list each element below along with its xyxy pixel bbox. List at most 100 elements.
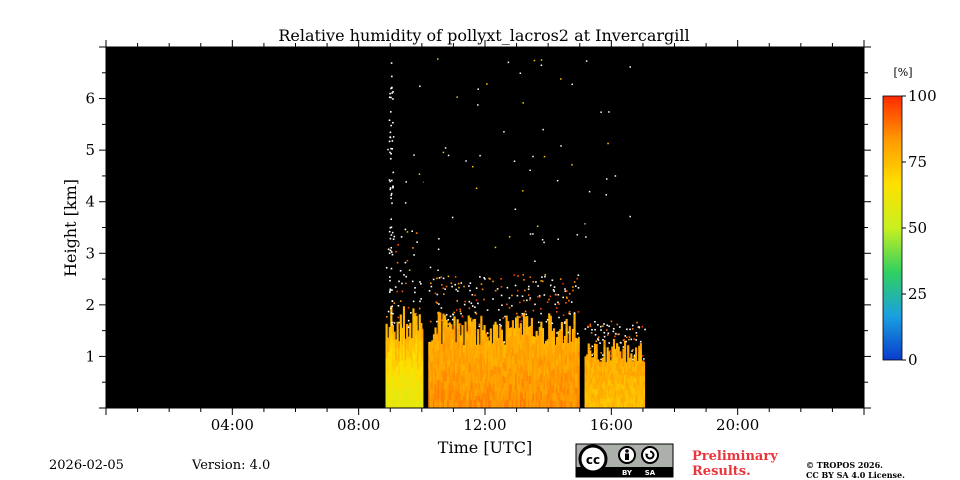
humidity-cell bbox=[552, 360, 556, 369]
humidity-cell bbox=[413, 343, 417, 353]
humidity-cell bbox=[639, 343, 642, 351]
humidity-cell bbox=[522, 331, 526, 343]
humidity-speckle bbox=[401, 282, 403, 285]
humidity-cell bbox=[549, 343, 552, 354]
humidity-cell bbox=[475, 344, 478, 352]
preliminary-line-1: Preliminary bbox=[692, 449, 778, 464]
humidity-cell bbox=[451, 329, 455, 338]
humidity-speckle bbox=[609, 350, 611, 352]
humidity-cell bbox=[573, 322, 576, 333]
humidity-speckle bbox=[389, 188, 392, 191]
humidity-speckle bbox=[600, 329, 602, 331]
x-axis-label: Time [UTC] bbox=[438, 438, 532, 457]
humidity-cell bbox=[576, 345, 579, 353]
humidity-cell bbox=[546, 346, 549, 354]
humidity-speckle bbox=[608, 325, 610, 328]
humidity-cell bbox=[622, 396, 625, 403]
humidity-cell bbox=[510, 359, 513, 369]
humidity-cell bbox=[428, 348, 431, 356]
humidity-cell bbox=[522, 398, 526, 408]
humidity-speckle bbox=[568, 299, 570, 302]
humidity-speckle bbox=[437, 248, 440, 251]
humidity-cell bbox=[448, 331, 451, 341]
humidity-cell bbox=[556, 344, 559, 352]
humidity-cell bbox=[516, 361, 519, 372]
humidity-cell bbox=[559, 336, 562, 346]
humidity-cell bbox=[436, 342, 439, 351]
humidity-cell bbox=[510, 351, 513, 361]
humidity-speckle bbox=[594, 320, 596, 323]
humidity-cell bbox=[410, 394, 413, 402]
humidity-speckle bbox=[599, 342, 601, 344]
humidity-cell bbox=[472, 345, 475, 356]
humidity-cell bbox=[387, 337, 390, 346]
humidity-cell bbox=[483, 374, 486, 384]
humidity-speckle bbox=[456, 300, 459, 302]
humidity-cell bbox=[614, 396, 617, 403]
humidity-cell bbox=[625, 394, 628, 400]
humidity-speckle bbox=[543, 241, 545, 244]
humidity-cell bbox=[614, 378, 617, 386]
humidity-cell bbox=[387, 365, 390, 374]
humidity-cell bbox=[458, 382, 461, 392]
humidity-cell bbox=[545, 387, 548, 396]
humidity-cell bbox=[420, 331, 423, 341]
humidity-cell bbox=[639, 395, 642, 403]
humidity-cell bbox=[635, 347, 638, 355]
humidity-cell bbox=[407, 379, 410, 388]
humidity-cell bbox=[440, 369, 443, 377]
humidity-cell bbox=[620, 403, 623, 408]
humidity-speckle bbox=[508, 236, 511, 238]
humidity-cell bbox=[448, 390, 451, 401]
humidity-cell bbox=[464, 399, 467, 408]
humidity-cell bbox=[491, 356, 494, 364]
humidity-cell bbox=[519, 340, 522, 350]
humidity-cell bbox=[601, 367, 605, 374]
humidity-cell bbox=[631, 375, 635, 381]
humidity-speckle bbox=[393, 322, 396, 324]
humidity-cell bbox=[557, 361, 560, 371]
humidity-cell bbox=[453, 343, 456, 354]
humidity-cell bbox=[571, 360, 575, 370]
humidity-cell bbox=[496, 357, 499, 367]
humidity-cell bbox=[432, 400, 436, 408]
humidity-cell bbox=[486, 336, 489, 345]
humidity-cell bbox=[499, 383, 502, 393]
humidity-cell bbox=[428, 381, 431, 389]
humidity-cell bbox=[390, 357, 393, 368]
humidity-speckle bbox=[523, 279, 525, 281]
humidity-speckle bbox=[563, 322, 566, 324]
humidity-cell bbox=[568, 367, 571, 376]
humidity-cell bbox=[538, 375, 541, 385]
humidity-cell bbox=[595, 363, 598, 371]
humidity-speckle bbox=[534, 260, 536, 263]
humidity-cell bbox=[559, 384, 562, 393]
humidity-cell bbox=[529, 358, 532, 368]
copyright-line-2: CC BY SA 4.0 License. bbox=[806, 470, 905, 480]
humidity-cell bbox=[538, 383, 541, 393]
humidity-cell bbox=[398, 387, 401, 396]
humidity-cell bbox=[630, 369, 633, 376]
humidity-cell bbox=[601, 397, 605, 404]
humidity-speckle bbox=[468, 307, 471, 310]
humidity-cell bbox=[508, 351, 511, 361]
humidity-cell bbox=[606, 383, 609, 391]
humidity-cell bbox=[413, 333, 417, 344]
humidity-cell bbox=[470, 390, 473, 400]
humidity-cell bbox=[522, 341, 526, 352]
humidity-cell bbox=[603, 373, 606, 382]
humidity-cell bbox=[508, 335, 511, 345]
humidity-cell bbox=[593, 356, 597, 364]
humidity-cell bbox=[524, 343, 527, 354]
humidity-speckle bbox=[608, 342, 610, 344]
humidity-cell bbox=[505, 315, 508, 326]
humidity-speckle bbox=[404, 202, 407, 204]
humidity-cell bbox=[402, 367, 406, 379]
humidity-speckle bbox=[631, 350, 633, 352]
humidity-cell bbox=[404, 387, 407, 395]
humidity-cell bbox=[622, 366, 625, 373]
humidity-cell bbox=[606, 377, 609, 385]
humidity-cell bbox=[600, 366, 603, 372]
humidity-cell bbox=[417, 400, 420, 408]
humidity-cell bbox=[635, 365, 638, 373]
